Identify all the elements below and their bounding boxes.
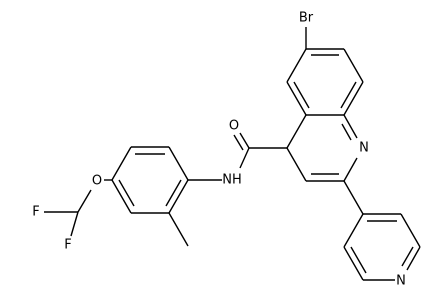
atom-label: N	[359, 141, 369, 156]
atom-label: N	[396, 274, 406, 289]
atom-label: Br	[299, 11, 314, 26]
atom-label: NH	[222, 173, 242, 188]
atom-label: O	[229, 119, 239, 134]
atom-label: F	[64, 238, 71, 253]
atom-label: F	[32, 205, 39, 220]
atom-label: O	[92, 174, 102, 189]
bonds	[44, 27, 421, 281]
